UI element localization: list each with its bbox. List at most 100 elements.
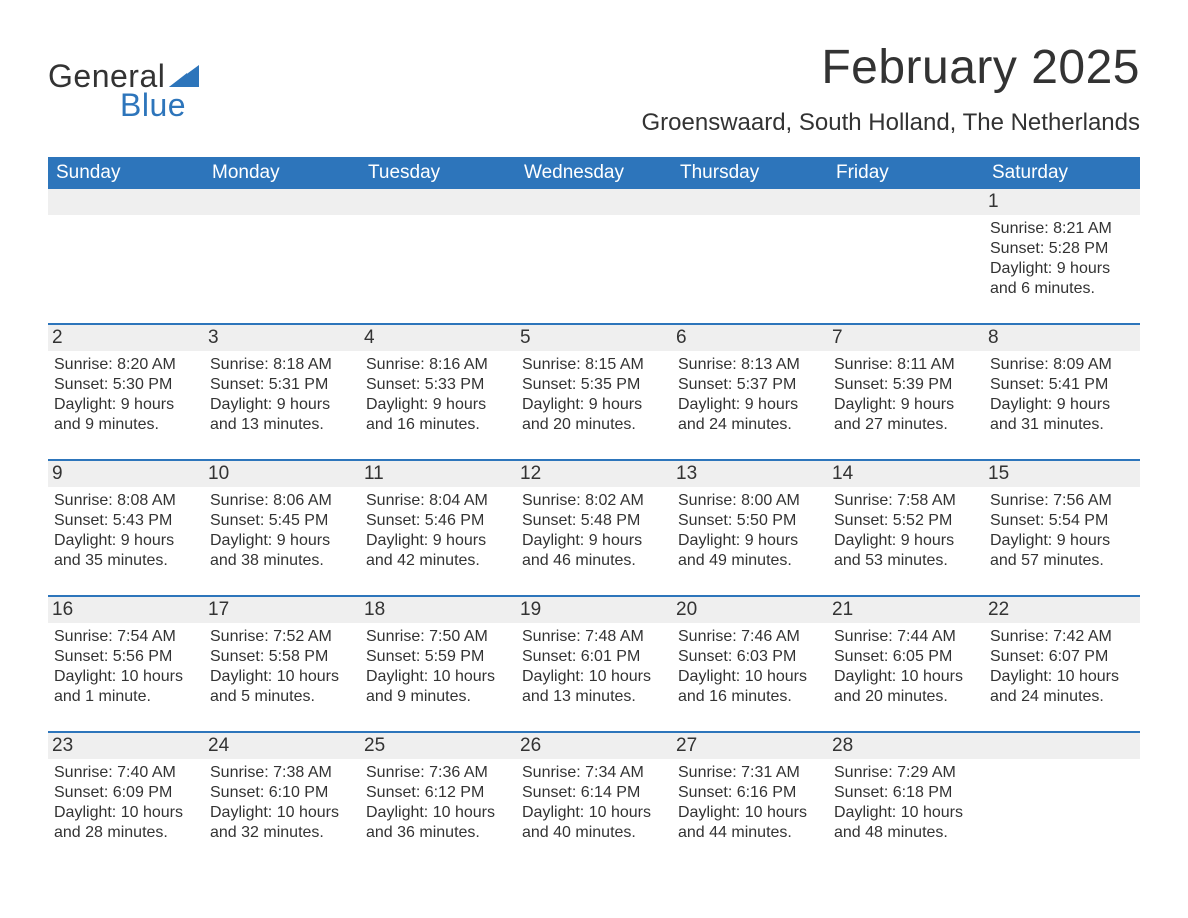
day2-text: and 38 minutes. — [210, 551, 354, 571]
calendar: Sunday Monday Tuesday Wednesday Thursday… — [48, 157, 1140, 855]
sunset-text: Sunset: 5:46 PM — [366, 511, 510, 531]
day-cell: 15Sunrise: 7:56 AMSunset: 5:54 PMDayligh… — [984, 461, 1140, 583]
day-number: 9 — [48, 461, 204, 487]
sunset-text: Sunset: 6:09 PM — [54, 783, 198, 803]
sunset-text: Sunset: 5:30 PM — [54, 375, 198, 395]
day-number: . — [516, 189, 672, 215]
sunset-text: Sunset: 6:14 PM — [522, 783, 666, 803]
day2-text: and 20 minutes. — [522, 415, 666, 435]
sunrise-text: Sunrise: 7:58 AM — [834, 491, 978, 511]
sunrise-text: Sunrise: 8:15 AM — [522, 355, 666, 375]
day2-text: and 49 minutes. — [678, 551, 822, 571]
day-number: 7 — [828, 325, 984, 351]
day2-text: and 48 minutes. — [834, 823, 978, 843]
day-cell: 14Sunrise: 7:58 AMSunset: 5:52 PMDayligh… — [828, 461, 984, 583]
title-block: February 2025 Groenswaard, South Holland… — [641, 40, 1140, 151]
sunset-text: Sunset: 5:48 PM — [522, 511, 666, 531]
sunset-text: Sunset: 5:56 PM — [54, 647, 198, 667]
day2-text: and 20 minutes. — [834, 687, 978, 707]
day1-text: Daylight: 9 hours — [990, 259, 1134, 279]
day-cell: 18Sunrise: 7:50 AMSunset: 5:59 PMDayligh… — [360, 597, 516, 719]
sunrise-text: Sunrise: 7:29 AM — [834, 763, 978, 783]
day2-text: and 27 minutes. — [834, 415, 978, 435]
day2-text: and 36 minutes. — [366, 823, 510, 843]
day-cell: . — [360, 189, 516, 311]
weekday-label: Tuesday — [360, 162, 516, 184]
day-number: 16 — [48, 597, 204, 623]
sunrise-text: Sunrise: 7:44 AM — [834, 627, 978, 647]
day1-text: Daylight: 10 hours — [678, 667, 822, 687]
sunset-text: Sunset: 5:58 PM — [210, 647, 354, 667]
day-cell: 25Sunrise: 7:36 AMSunset: 6:12 PMDayligh… — [360, 733, 516, 855]
day-number: 1 — [984, 189, 1140, 215]
day1-text: Daylight: 9 hours — [366, 531, 510, 551]
day-cell: 22Sunrise: 7:42 AMSunset: 6:07 PMDayligh… — [984, 597, 1140, 719]
day-cell: 8Sunrise: 8:09 AMSunset: 5:41 PMDaylight… — [984, 325, 1140, 447]
sunrise-text: Sunrise: 8:06 AM — [210, 491, 354, 511]
day-cell: 16Sunrise: 7:54 AMSunset: 5:56 PMDayligh… — [48, 597, 204, 719]
sunset-text: Sunset: 5:45 PM — [210, 511, 354, 531]
day-number: 11 — [360, 461, 516, 487]
day-cell: . — [672, 189, 828, 311]
day1-text: Daylight: 10 hours — [522, 803, 666, 823]
sunset-text: Sunset: 6:10 PM — [210, 783, 354, 803]
day-cell: 10Sunrise: 8:06 AMSunset: 5:45 PMDayligh… — [204, 461, 360, 583]
day-number: 5 — [516, 325, 672, 351]
sunset-text: Sunset: 5:33 PM — [366, 375, 510, 395]
sunset-text: Sunset: 5:37 PM — [678, 375, 822, 395]
day-cell: 12Sunrise: 8:02 AMSunset: 5:48 PMDayligh… — [516, 461, 672, 583]
sunrise-text: Sunrise: 7:38 AM — [210, 763, 354, 783]
sunrise-text: Sunrise: 8:11 AM — [834, 355, 978, 375]
day-cell: 9Sunrise: 8:08 AMSunset: 5:43 PMDaylight… — [48, 461, 204, 583]
day-number: 2 — [48, 325, 204, 351]
day-number: 20 — [672, 597, 828, 623]
day2-text: and 32 minutes. — [210, 823, 354, 843]
day1-text: Daylight: 9 hours — [366, 395, 510, 415]
day2-text: and 9 minutes. — [366, 687, 510, 707]
day2-text: and 5 minutes. — [210, 687, 354, 707]
day2-text: and 24 minutes. — [990, 687, 1134, 707]
sunrise-text: Sunrise: 7:40 AM — [54, 763, 198, 783]
day-number: 14 — [828, 461, 984, 487]
day2-text: and 35 minutes. — [54, 551, 198, 571]
page-header: General Blue February 2025 Groenswaard, … — [48, 40, 1140, 151]
day1-text: Daylight: 10 hours — [522, 667, 666, 687]
day2-text: and 16 minutes. — [366, 415, 510, 435]
day-number: . — [48, 189, 204, 215]
week-row: ......1Sunrise: 8:21 AMSunset: 5:28 PMDa… — [48, 189, 1140, 311]
week-row: 23Sunrise: 7:40 AMSunset: 6:09 PMDayligh… — [48, 731, 1140, 855]
sunset-text: Sunset: 6:01 PM — [522, 647, 666, 667]
day1-text: Daylight: 9 hours — [834, 395, 978, 415]
day-number: 18 — [360, 597, 516, 623]
weekday-label: Saturday — [984, 162, 1140, 184]
day1-text: Daylight: 10 hours — [366, 803, 510, 823]
sunset-text: Sunset: 5:31 PM — [210, 375, 354, 395]
day-number: 13 — [672, 461, 828, 487]
day1-text: Daylight: 9 hours — [522, 531, 666, 551]
day-number: 15 — [984, 461, 1140, 487]
sunrise-text: Sunrise: 8:21 AM — [990, 219, 1134, 239]
day-number: 4 — [360, 325, 516, 351]
weekday-label: Wednesday — [516, 162, 672, 184]
day-cell: . — [48, 189, 204, 311]
day-cell: . — [204, 189, 360, 311]
sunset-text: Sunset: 5:28 PM — [990, 239, 1134, 259]
day1-text: Daylight: 10 hours — [678, 803, 822, 823]
sunrise-text: Sunrise: 8:20 AM — [54, 355, 198, 375]
day2-text: and 46 minutes. — [522, 551, 666, 571]
week-row: 9Sunrise: 8:08 AMSunset: 5:43 PMDaylight… — [48, 459, 1140, 583]
sunset-text: Sunset: 6:03 PM — [678, 647, 822, 667]
day1-text: Daylight: 10 hours — [210, 667, 354, 687]
sunrise-text: Sunrise: 7:48 AM — [522, 627, 666, 647]
sunset-text: Sunset: 5:50 PM — [678, 511, 822, 531]
day2-text: and 57 minutes. — [990, 551, 1134, 571]
day-number: 17 — [204, 597, 360, 623]
day-number: 28 — [828, 733, 984, 759]
day2-text: and 28 minutes. — [54, 823, 198, 843]
day-cell: . — [516, 189, 672, 311]
day1-text: Daylight: 10 hours — [366, 667, 510, 687]
sunset-text: Sunset: 5:43 PM — [54, 511, 198, 531]
week-row: 2 Sunrise: 8:20 AMSunset: 5:30 PM Daylight… — [48, 323, 1140, 447]
day-number: . — [360, 189, 516, 215]
sunrise-text: Sunrise: 7:31 AM — [678, 763, 822, 783]
